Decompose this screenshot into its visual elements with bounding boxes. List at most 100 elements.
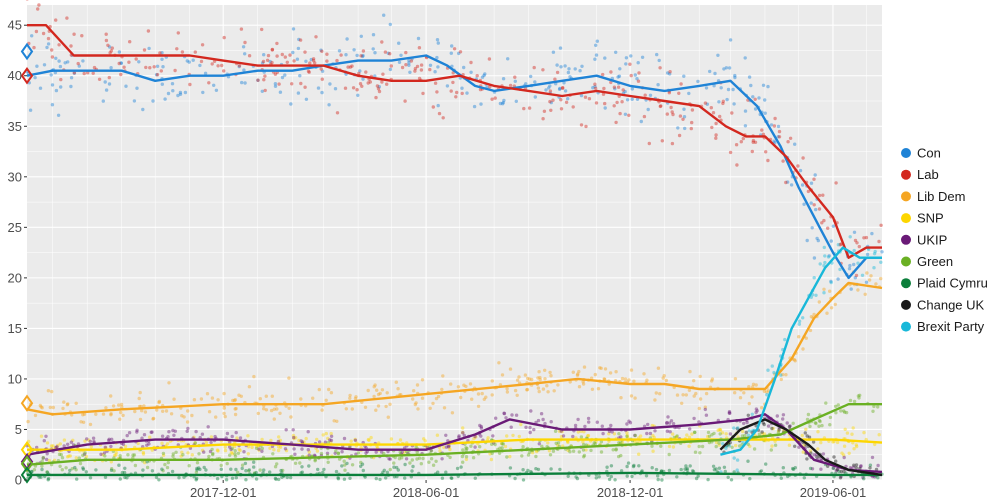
poll-dot bbox=[667, 468, 672, 473]
poll-dot bbox=[273, 84, 278, 89]
poll-dot bbox=[682, 107, 686, 111]
poll-dot bbox=[696, 474, 700, 478]
poll-dot bbox=[348, 65, 353, 69]
poll-dot bbox=[270, 60, 274, 65]
poll-dot bbox=[343, 468, 347, 472]
poll-dot bbox=[414, 445, 418, 449]
poll-dot bbox=[436, 41, 440, 45]
poll-dot bbox=[465, 91, 469, 95]
poll-dot bbox=[273, 82, 278, 86]
poll-dot bbox=[74, 456, 79, 460]
poll-dot bbox=[742, 391, 746, 395]
poll-dot bbox=[92, 439, 96, 444]
poll-dot bbox=[627, 378, 631, 382]
poll-dot bbox=[464, 448, 468, 452]
poll-dot bbox=[277, 477, 281, 482]
poll-dot bbox=[283, 447, 288, 451]
poll-dot bbox=[692, 430, 697, 434]
poll-dot bbox=[873, 442, 877, 447]
poll-dot bbox=[796, 164, 800, 168]
poll-dot bbox=[814, 207, 818, 212]
poll-dot bbox=[777, 129, 782, 134]
poll-dot bbox=[733, 73, 737, 78]
poll-dot bbox=[603, 101, 607, 106]
poll-dot bbox=[825, 311, 829, 315]
poll-dot bbox=[138, 390, 142, 395]
poll-dot bbox=[82, 71, 86, 76]
poll-dot bbox=[766, 84, 770, 89]
poll-dot bbox=[624, 62, 628, 66]
poll-dot bbox=[319, 67, 323, 71]
poll-dot bbox=[618, 67, 622, 71]
poll-dot bbox=[375, 388, 379, 392]
poll-dot bbox=[619, 441, 623, 445]
poll-dot bbox=[858, 393, 862, 397]
poll-dot bbox=[690, 432, 694, 436]
poll-dot bbox=[597, 475, 601, 479]
poll-dot bbox=[525, 387, 530, 392]
poll-dot bbox=[735, 427, 739, 431]
poll-dot bbox=[431, 401, 435, 406]
poll-dot bbox=[328, 438, 332, 442]
poll-dot bbox=[714, 133, 718, 137]
poll-dot bbox=[254, 470, 258, 475]
poll-dot bbox=[728, 411, 732, 415]
poll-dot bbox=[42, 439, 46, 443]
poll-dot bbox=[260, 437, 264, 442]
poll-dot bbox=[692, 416, 696, 421]
poll-dot bbox=[526, 468, 530, 473]
poll-dot bbox=[787, 425, 792, 429]
poll-dot bbox=[165, 465, 170, 470]
poll-dot bbox=[135, 428, 139, 432]
poll-dot bbox=[421, 91, 425, 96]
poll-dot bbox=[198, 63, 202, 68]
poll-dot bbox=[72, 71, 77, 76]
poll-dot bbox=[278, 411, 282, 415]
poll-dot bbox=[69, 84, 73, 89]
poll-dot bbox=[474, 435, 478, 439]
poll-dot bbox=[559, 107, 564, 111]
poll-dot bbox=[556, 443, 560, 447]
legend-label: Green bbox=[917, 254, 953, 269]
poll-dot bbox=[687, 444, 691, 448]
poll-dot bbox=[688, 369, 692, 374]
poll-dot bbox=[640, 469, 644, 473]
poll-dot bbox=[717, 443, 721, 447]
poll-dot bbox=[681, 393, 685, 397]
poll-dot bbox=[351, 86, 356, 90]
poll-dot bbox=[81, 420, 86, 424]
poll-dot bbox=[187, 464, 191, 468]
poll-dot bbox=[197, 452, 201, 456]
poll-dot bbox=[762, 432, 767, 436]
poll-dot bbox=[454, 95, 458, 99]
poll-dot bbox=[664, 378, 668, 383]
poll-dot bbox=[142, 48, 147, 52]
poll-dot bbox=[307, 464, 311, 468]
poll-dot bbox=[284, 428, 288, 432]
poll-dot bbox=[880, 250, 884, 254]
poll-dot bbox=[297, 438, 301, 443]
poll-dot bbox=[181, 453, 185, 457]
poll-dot bbox=[489, 457, 494, 462]
poll-dot bbox=[807, 435, 812, 439]
poll-dot bbox=[145, 465, 150, 470]
poll-dot bbox=[113, 453, 117, 458]
poll-dot bbox=[238, 436, 243, 440]
poll-dot bbox=[576, 372, 580, 376]
poll-dot bbox=[542, 109, 547, 114]
poll-dot bbox=[854, 273, 859, 278]
poll-dot bbox=[826, 255, 831, 259]
poll-dot bbox=[812, 256, 817, 260]
poll-dot bbox=[321, 470, 325, 475]
poll-dot bbox=[740, 434, 745, 438]
poll-dot bbox=[728, 150, 733, 155]
poll-dot bbox=[503, 444, 508, 449]
poll-dot bbox=[571, 434, 575, 439]
poll-dot bbox=[103, 454, 107, 458]
poll-dot bbox=[484, 395, 488, 399]
poll-dot bbox=[155, 64, 160, 69]
poll-dot bbox=[716, 53, 720, 57]
poll-dot bbox=[263, 88, 267, 93]
poll-dot bbox=[593, 84, 597, 89]
